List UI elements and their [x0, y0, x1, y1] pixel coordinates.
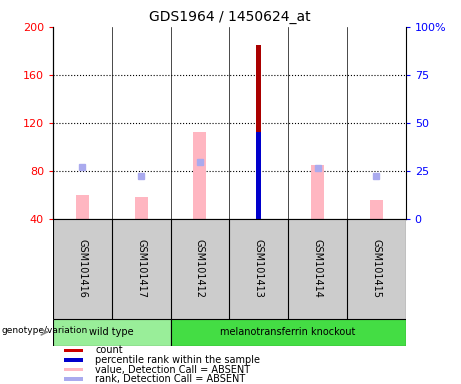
Bar	[256, 45, 261, 219]
Text: percentile rank within the sample: percentile rank within the sample	[95, 355, 260, 365]
Bar	[370, 200, 383, 219]
Text: count: count	[95, 345, 123, 356]
Text: GSM101417: GSM101417	[136, 239, 146, 298]
Text: genotype/variation: genotype/variation	[1, 326, 87, 335]
Bar	[64, 358, 83, 362]
Text: GSM101416: GSM101416	[77, 239, 88, 298]
Bar	[194, 132, 207, 219]
Text: value, Detection Call = ABSENT: value, Detection Call = ABSENT	[95, 364, 250, 375]
Text: GSM101413: GSM101413	[254, 239, 264, 298]
Text: GSM101415: GSM101415	[371, 239, 381, 298]
Text: GSM101412: GSM101412	[195, 239, 205, 298]
Bar	[64, 349, 83, 352]
Bar	[135, 197, 148, 219]
Bar	[311, 165, 324, 219]
Text: GSM101414: GSM101414	[313, 239, 323, 298]
Bar	[256, 132, 261, 219]
Bar	[64, 377, 83, 381]
Bar	[53, 319, 171, 346]
Bar	[171, 319, 406, 346]
Text: melanotransferrin knockout: melanotransferrin knockout	[220, 327, 356, 337]
Bar	[76, 195, 89, 219]
Text: wild type: wild type	[89, 327, 134, 337]
Title: GDS1964 / 1450624_at: GDS1964 / 1450624_at	[148, 10, 310, 25]
Text: rank, Detection Call = ABSENT: rank, Detection Call = ABSENT	[95, 374, 246, 384]
Bar	[64, 368, 83, 371]
